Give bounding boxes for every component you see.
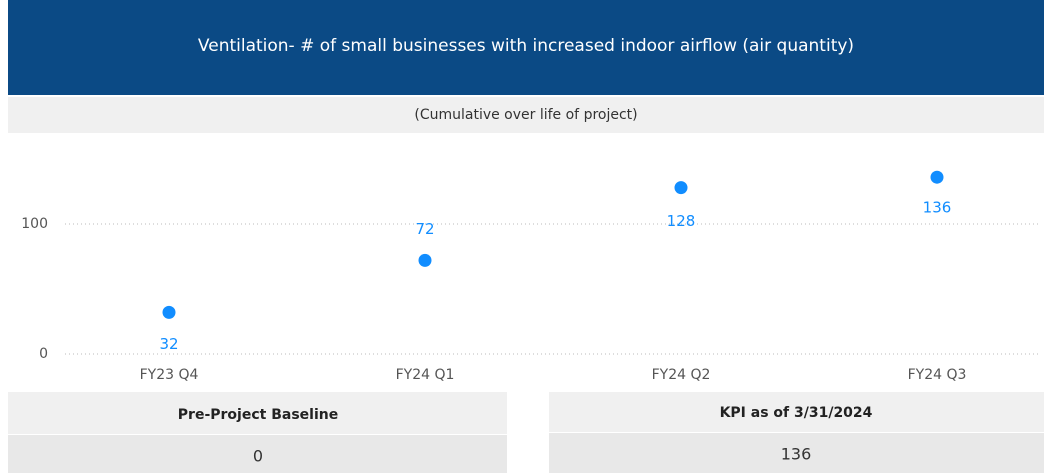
card-body bbox=[8, 435, 507, 473]
subtitle: (Cumulative over life of project) bbox=[414, 107, 637, 123]
y-tick-label: 100 bbox=[21, 216, 48, 232]
y-tick-label: 0 bbox=[39, 346, 48, 362]
card-value: 136 bbox=[781, 445, 812, 464]
subtitle-band bbox=[8, 97, 1044, 133]
value-label: 128 bbox=[667, 212, 696, 230]
header-band bbox=[8, 0, 1044, 95]
point bbox=[418, 253, 432, 267]
card-header bbox=[549, 392, 1044, 432]
card-body bbox=[549, 433, 1044, 473]
card-label: Pre-Project Baseline bbox=[178, 407, 338, 423]
card-header bbox=[8, 392, 507, 434]
x-tick-label: FY24 Q3 bbox=[908, 367, 967, 383]
point bbox=[162, 305, 176, 319]
value-label: 136 bbox=[923, 199, 952, 217]
x-tick-label: FY24 Q2 bbox=[652, 367, 711, 383]
value-label: 72 bbox=[415, 220, 434, 238]
title: Ventilation- # of small businesses with … bbox=[198, 36, 854, 56]
value-label: 32 bbox=[159, 335, 178, 353]
x-tick-label: FY23 Q4 bbox=[140, 367, 199, 383]
point bbox=[930, 170, 944, 184]
card-value: 0 bbox=[253, 447, 263, 466]
point bbox=[674, 181, 688, 195]
card-label: KPI as of 3/31/2024 bbox=[720, 405, 873, 421]
x-tick-label: FY24 Q1 bbox=[396, 367, 455, 383]
